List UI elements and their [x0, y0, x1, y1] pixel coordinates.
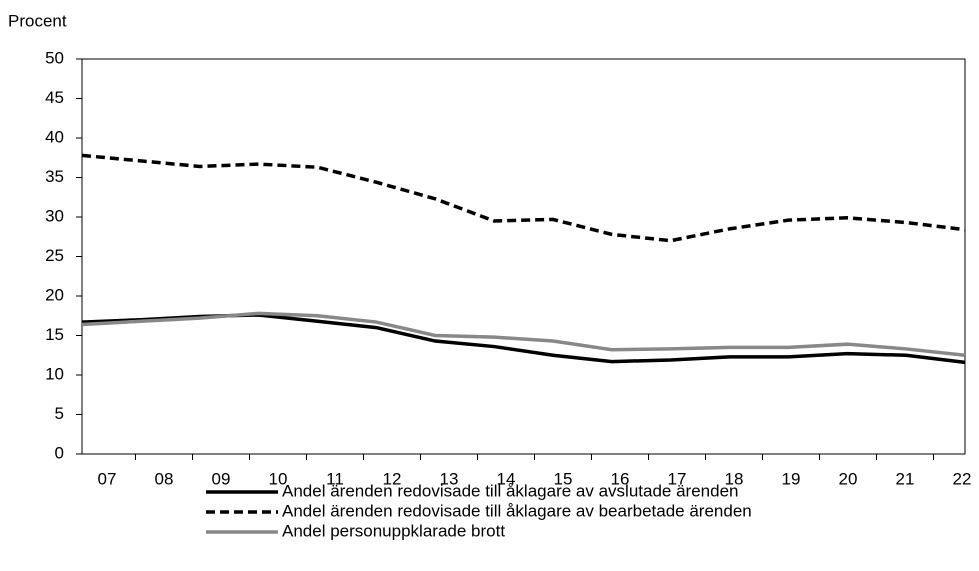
- x-tick-label: 18: [725, 469, 744, 488]
- series-line: [81, 311, 966, 357]
- y-tick-label: 15: [45, 325, 64, 344]
- y-tick-label: 45: [45, 88, 64, 107]
- y-tick-label: 20: [45, 285, 64, 304]
- series-line: [81, 153, 966, 243]
- x-tick-label: 10: [269, 469, 288, 488]
- x-tick-label: 19: [782, 469, 801, 488]
- x-tick-label: 09: [212, 469, 231, 488]
- legend-label: Andel ärenden redovisade till åklagare a…: [282, 501, 752, 520]
- y-tick-label: 10: [45, 364, 64, 383]
- x-tick-label: 17: [668, 469, 687, 488]
- y-tick-label: 0: [55, 443, 64, 462]
- x-tick-label: 21: [896, 469, 915, 488]
- y-axis-label: Procent: [8, 11, 67, 30]
- plot-frame: [81, 58, 966, 455]
- y-tick-label: 35: [45, 167, 64, 186]
- x-tick-label: 15: [554, 469, 573, 488]
- x-tick-label: 12: [383, 469, 402, 488]
- x-tick-label: 16: [611, 469, 630, 488]
- x-tick-label: 13: [440, 469, 459, 488]
- y-tick-label: 25: [45, 246, 64, 265]
- x-tick-label: 22: [953, 469, 972, 488]
- legend-label: Andel ärenden redovisade till åklagare a…: [282, 481, 738, 500]
- x-tick-label: 11: [326, 469, 344, 488]
- x-tick-label: 08: [155, 469, 174, 488]
- x-tick-label: 07: [98, 469, 117, 488]
- y-tick-label: 30: [45, 206, 64, 225]
- legend-label: Andel personuppklarade brott: [282, 521, 505, 540]
- y-tick-label: 50: [45, 48, 64, 67]
- x-tick-label: 20: [839, 469, 858, 488]
- x-tick-label: 14: [497, 469, 516, 488]
- y-tick-label: 40: [45, 127, 64, 146]
- y-tick-label: 5: [55, 404, 64, 423]
